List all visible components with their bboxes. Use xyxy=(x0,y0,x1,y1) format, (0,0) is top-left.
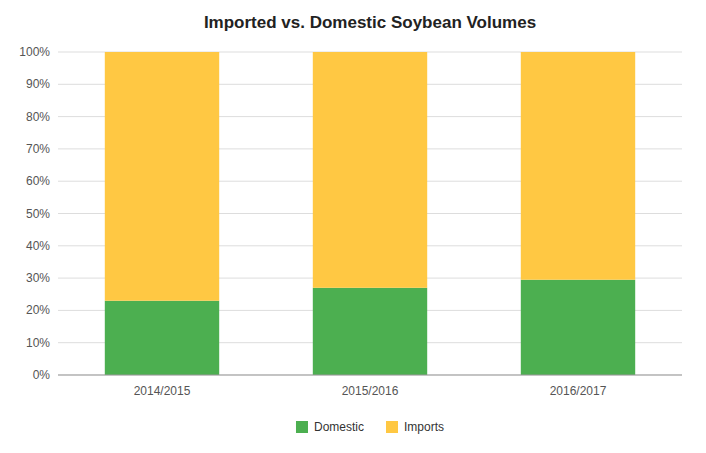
bar: Domestic xyxy=(105,301,219,375)
y-tick-label: 0% xyxy=(33,368,51,382)
grid-line xyxy=(58,375,682,376)
y-tick-label: 60% xyxy=(26,174,50,188)
x-tick-label: 2014/2015 xyxy=(134,384,191,398)
bar: Imports xyxy=(521,52,635,280)
legend-item: Imports xyxy=(386,420,444,434)
title: Imported vs. Domestic Soybean Volumes xyxy=(204,13,536,32)
y-tick-label: 30% xyxy=(26,271,50,285)
grid xyxy=(58,52,682,375)
y-tick-label: 20% xyxy=(26,303,50,317)
legend-label: Imports xyxy=(404,420,444,434)
bars: DomesticDomesticDomesticImportsImportsIm… xyxy=(105,52,635,375)
y-tick-label: 50% xyxy=(26,207,50,221)
x-tick-label: 2015/2016 xyxy=(342,384,399,398)
legend-label: Domestic xyxy=(314,420,364,434)
chart: Imported vs. Domestic Soybean Volumes 0% 1… xyxy=(0,0,706,453)
y-tick-label: 10% xyxy=(26,336,50,350)
y-tick-label: 70% xyxy=(26,142,50,156)
x-axis-line xyxy=(58,375,682,376)
bar: Domestic xyxy=(313,288,427,375)
legend-swatch xyxy=(386,421,398,433)
bar: Domestic xyxy=(521,280,635,375)
bar: Imports xyxy=(105,52,219,301)
y-tick-label: 100% xyxy=(19,45,50,59)
legend-item: Domestic xyxy=(296,420,364,434)
legend-swatch xyxy=(296,421,308,433)
x-tick-label: 2016/2017 xyxy=(550,384,607,398)
y-tick-label: 40% xyxy=(26,239,50,253)
y-tick-label: 90% xyxy=(26,77,50,91)
bar: Imports xyxy=(313,52,427,288)
legend: Domestic Imports xyxy=(296,420,444,434)
y-tick-label: 80% xyxy=(26,110,50,124)
